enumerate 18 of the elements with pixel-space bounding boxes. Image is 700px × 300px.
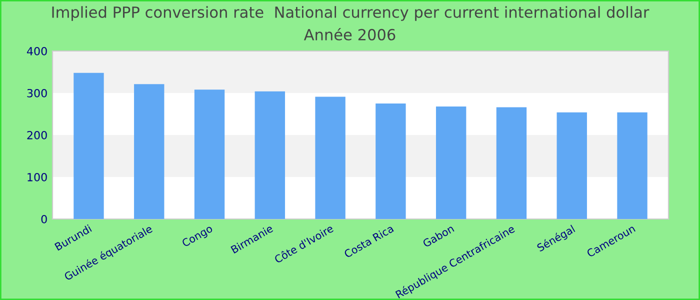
bar [194,90,225,219]
bar [254,91,286,219]
bar [134,84,164,219]
y-tick-label: 300 [27,88,47,98]
y-tick-label: 0 [41,214,47,224]
chart-title: Implied PPP conversion rate National currency per current international dollar [52,6,650,21]
y-tick-label: 400 [26,46,47,56]
bar [74,72,104,219]
bar [496,107,527,219]
y-tick-label: 200 [27,130,47,140]
x-tick-label: Costa Rica [343,224,394,258]
bar [556,112,587,219]
y-tick-label: 100 [28,172,47,182]
bar [436,106,466,219]
chart-subtitle: Année 2006 [304,28,396,40]
bar [315,96,346,219]
bar [376,104,406,219]
bar [617,112,648,219]
